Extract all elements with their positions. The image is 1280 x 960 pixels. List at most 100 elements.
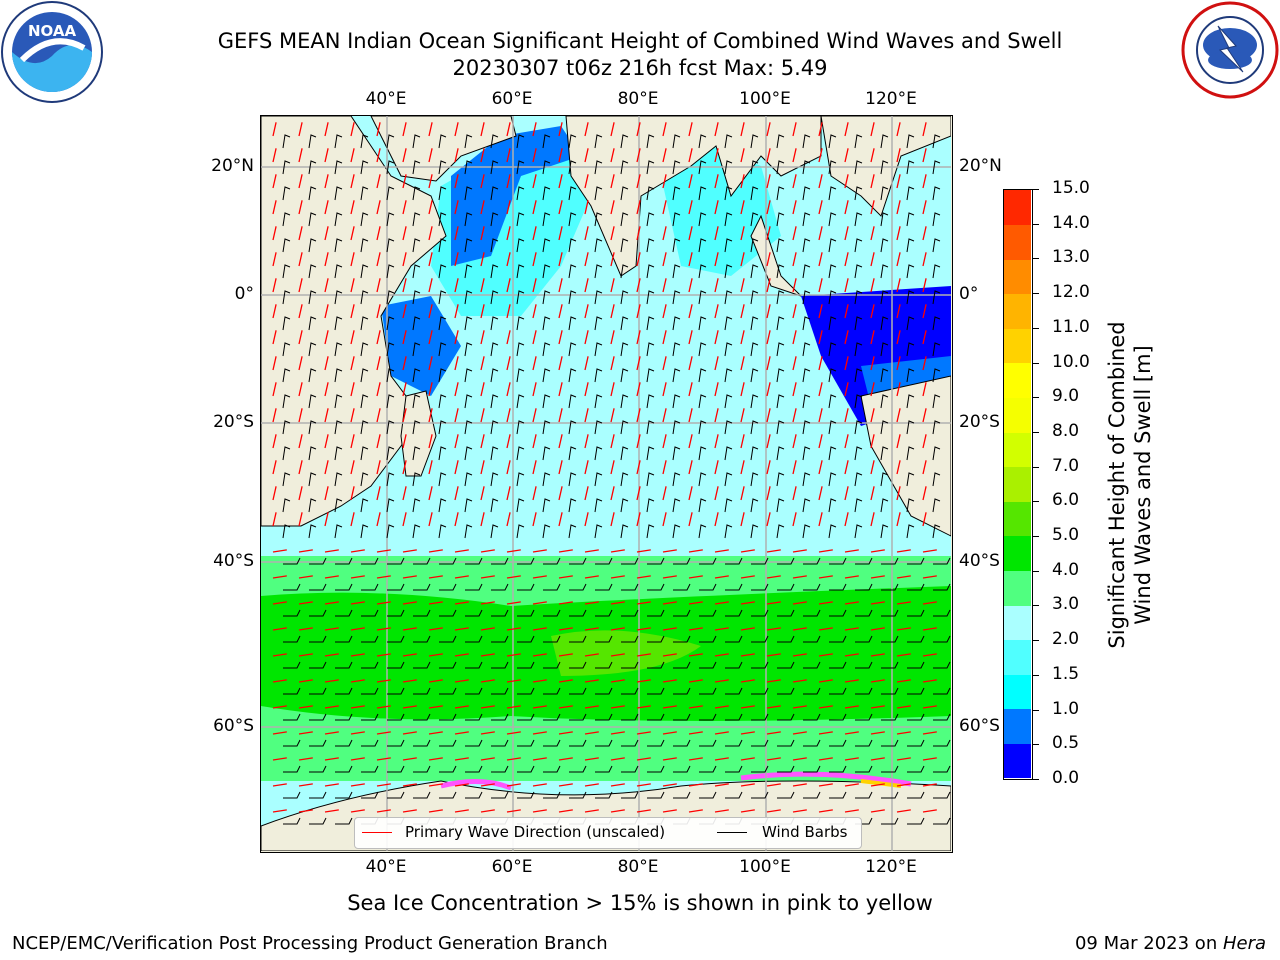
wind-barb <box>751 661 769 669</box>
wind-barb <box>907 713 925 721</box>
wind-barb <box>594 264 603 279</box>
wind-barb <box>672 134 681 149</box>
wave-direction-arrow <box>454 408 459 423</box>
wind-barb <box>413 739 431 747</box>
wave-direction-arrow <box>844 705 859 709</box>
wave-direction-arrow <box>298 486 303 501</box>
wave-direction-arrow <box>506 653 521 657</box>
wind-barb <box>620 316 629 331</box>
wind-barb <box>725 635 743 643</box>
wind-barb <box>828 186 837 201</box>
credit-text: NCEP/EMC/Verification Post Processing Pr… <box>12 933 608 954</box>
wind-barb <box>594 524 603 539</box>
wave-direction-arrow <box>558 486 563 501</box>
wind-barb <box>932 446 941 461</box>
wave-direction-arrow <box>792 757 807 761</box>
wave-direction-arrow <box>636 382 641 397</box>
wind-barb <box>828 316 837 331</box>
wind-barb <box>907 687 925 695</box>
wind-barb <box>439 765 457 773</box>
wave-direction-arrow <box>662 226 667 241</box>
wind-barb <box>620 342 629 357</box>
wind-barb <box>647 661 665 669</box>
wave-direction-arrow <box>922 174 927 189</box>
wind-barb <box>516 316 525 331</box>
wind-barb <box>620 212 629 227</box>
wave-direction-arrow <box>350 408 355 423</box>
wind-barb <box>907 765 925 773</box>
wind-barb <box>594 212 603 227</box>
wind-barb <box>516 186 525 201</box>
wave-direction-arrow <box>506 627 521 631</box>
wave-direction-arrow <box>584 627 599 631</box>
wind-barb <box>491 791 509 799</box>
colorbar-tick-label: 9.0 <box>1052 386 1080 407</box>
wave-direction-arrow <box>844 382 849 397</box>
wave-direction-arrow <box>584 200 589 215</box>
wave-direction-arrow <box>844 601 859 605</box>
wind-barb <box>854 342 863 357</box>
wind-barb <box>646 446 655 461</box>
wind-barb <box>543 557 561 565</box>
wind-barb <box>647 765 665 773</box>
wind-barb <box>335 791 353 799</box>
wave-direction-arrow <box>662 252 667 267</box>
wind-barb <box>750 264 759 279</box>
colorbar-tick-mark <box>1033 744 1039 746</box>
wind-barb <box>413 687 431 695</box>
wave-direction-arrow <box>714 575 729 579</box>
wave-direction-arrow <box>922 200 927 215</box>
wave-direction-arrow <box>766 549 781 553</box>
wind-barb <box>490 342 499 357</box>
wave-direction-arrow <box>428 549 443 553</box>
wave-direction-arrow <box>402 122 407 137</box>
wind-barb <box>828 238 837 253</box>
wave-direction-arrow <box>402 549 417 553</box>
wind-barb <box>490 446 499 461</box>
wind-barb <box>672 394 681 409</box>
wave-direction-arrow <box>558 627 573 631</box>
wave-direction-arrow <box>610 575 625 579</box>
wind-barb <box>647 583 665 591</box>
wave-direction-arrow <box>740 809 755 813</box>
wind-barb <box>569 583 587 591</box>
wind-barb <box>439 583 457 591</box>
wave-direction-arrow <box>922 486 927 501</box>
wind-barb <box>802 186 811 201</box>
wind-barb <box>620 446 629 461</box>
wind-barb <box>386 316 395 331</box>
wind-barb <box>699 713 717 721</box>
wind-barb <box>828 264 837 279</box>
wave-direction-arrow <box>636 434 641 449</box>
wind-barb <box>282 368 291 383</box>
wind-barb <box>699 791 717 799</box>
wave-direction-arrow <box>480 731 495 735</box>
wave-direction-arrow <box>350 252 355 267</box>
wind-barb <box>517 661 535 669</box>
wave-direction-arrow <box>324 434 329 449</box>
wave-direction-arrow <box>584 408 589 423</box>
wave-direction-arrow <box>870 627 885 631</box>
colorbar-tick-label: 14.0 <box>1052 212 1090 233</box>
wind-barb <box>828 524 837 539</box>
wind-barb <box>854 134 863 149</box>
wave-direction-arrow <box>428 627 443 631</box>
wind-barb <box>907 661 925 669</box>
wave-direction-arrow <box>350 148 355 163</box>
wind-barb <box>334 186 343 201</box>
wave-direction-arrow <box>818 356 823 371</box>
wave-direction-arrow <box>324 356 329 371</box>
wind-barb <box>880 446 889 461</box>
wind-barb <box>490 420 499 435</box>
wave-direction-arrow <box>688 330 693 345</box>
wind-barb <box>309 791 327 799</box>
wind-barb <box>387 557 405 565</box>
wind-barb <box>595 583 613 591</box>
wind-barb <box>517 635 535 643</box>
wind-barb <box>750 394 759 409</box>
wave-direction-arrow <box>688 549 703 553</box>
wave-direction-arrow <box>740 356 745 371</box>
wind-barb <box>386 446 395 461</box>
wind-barb <box>439 739 457 747</box>
wind-barb <box>334 394 343 409</box>
